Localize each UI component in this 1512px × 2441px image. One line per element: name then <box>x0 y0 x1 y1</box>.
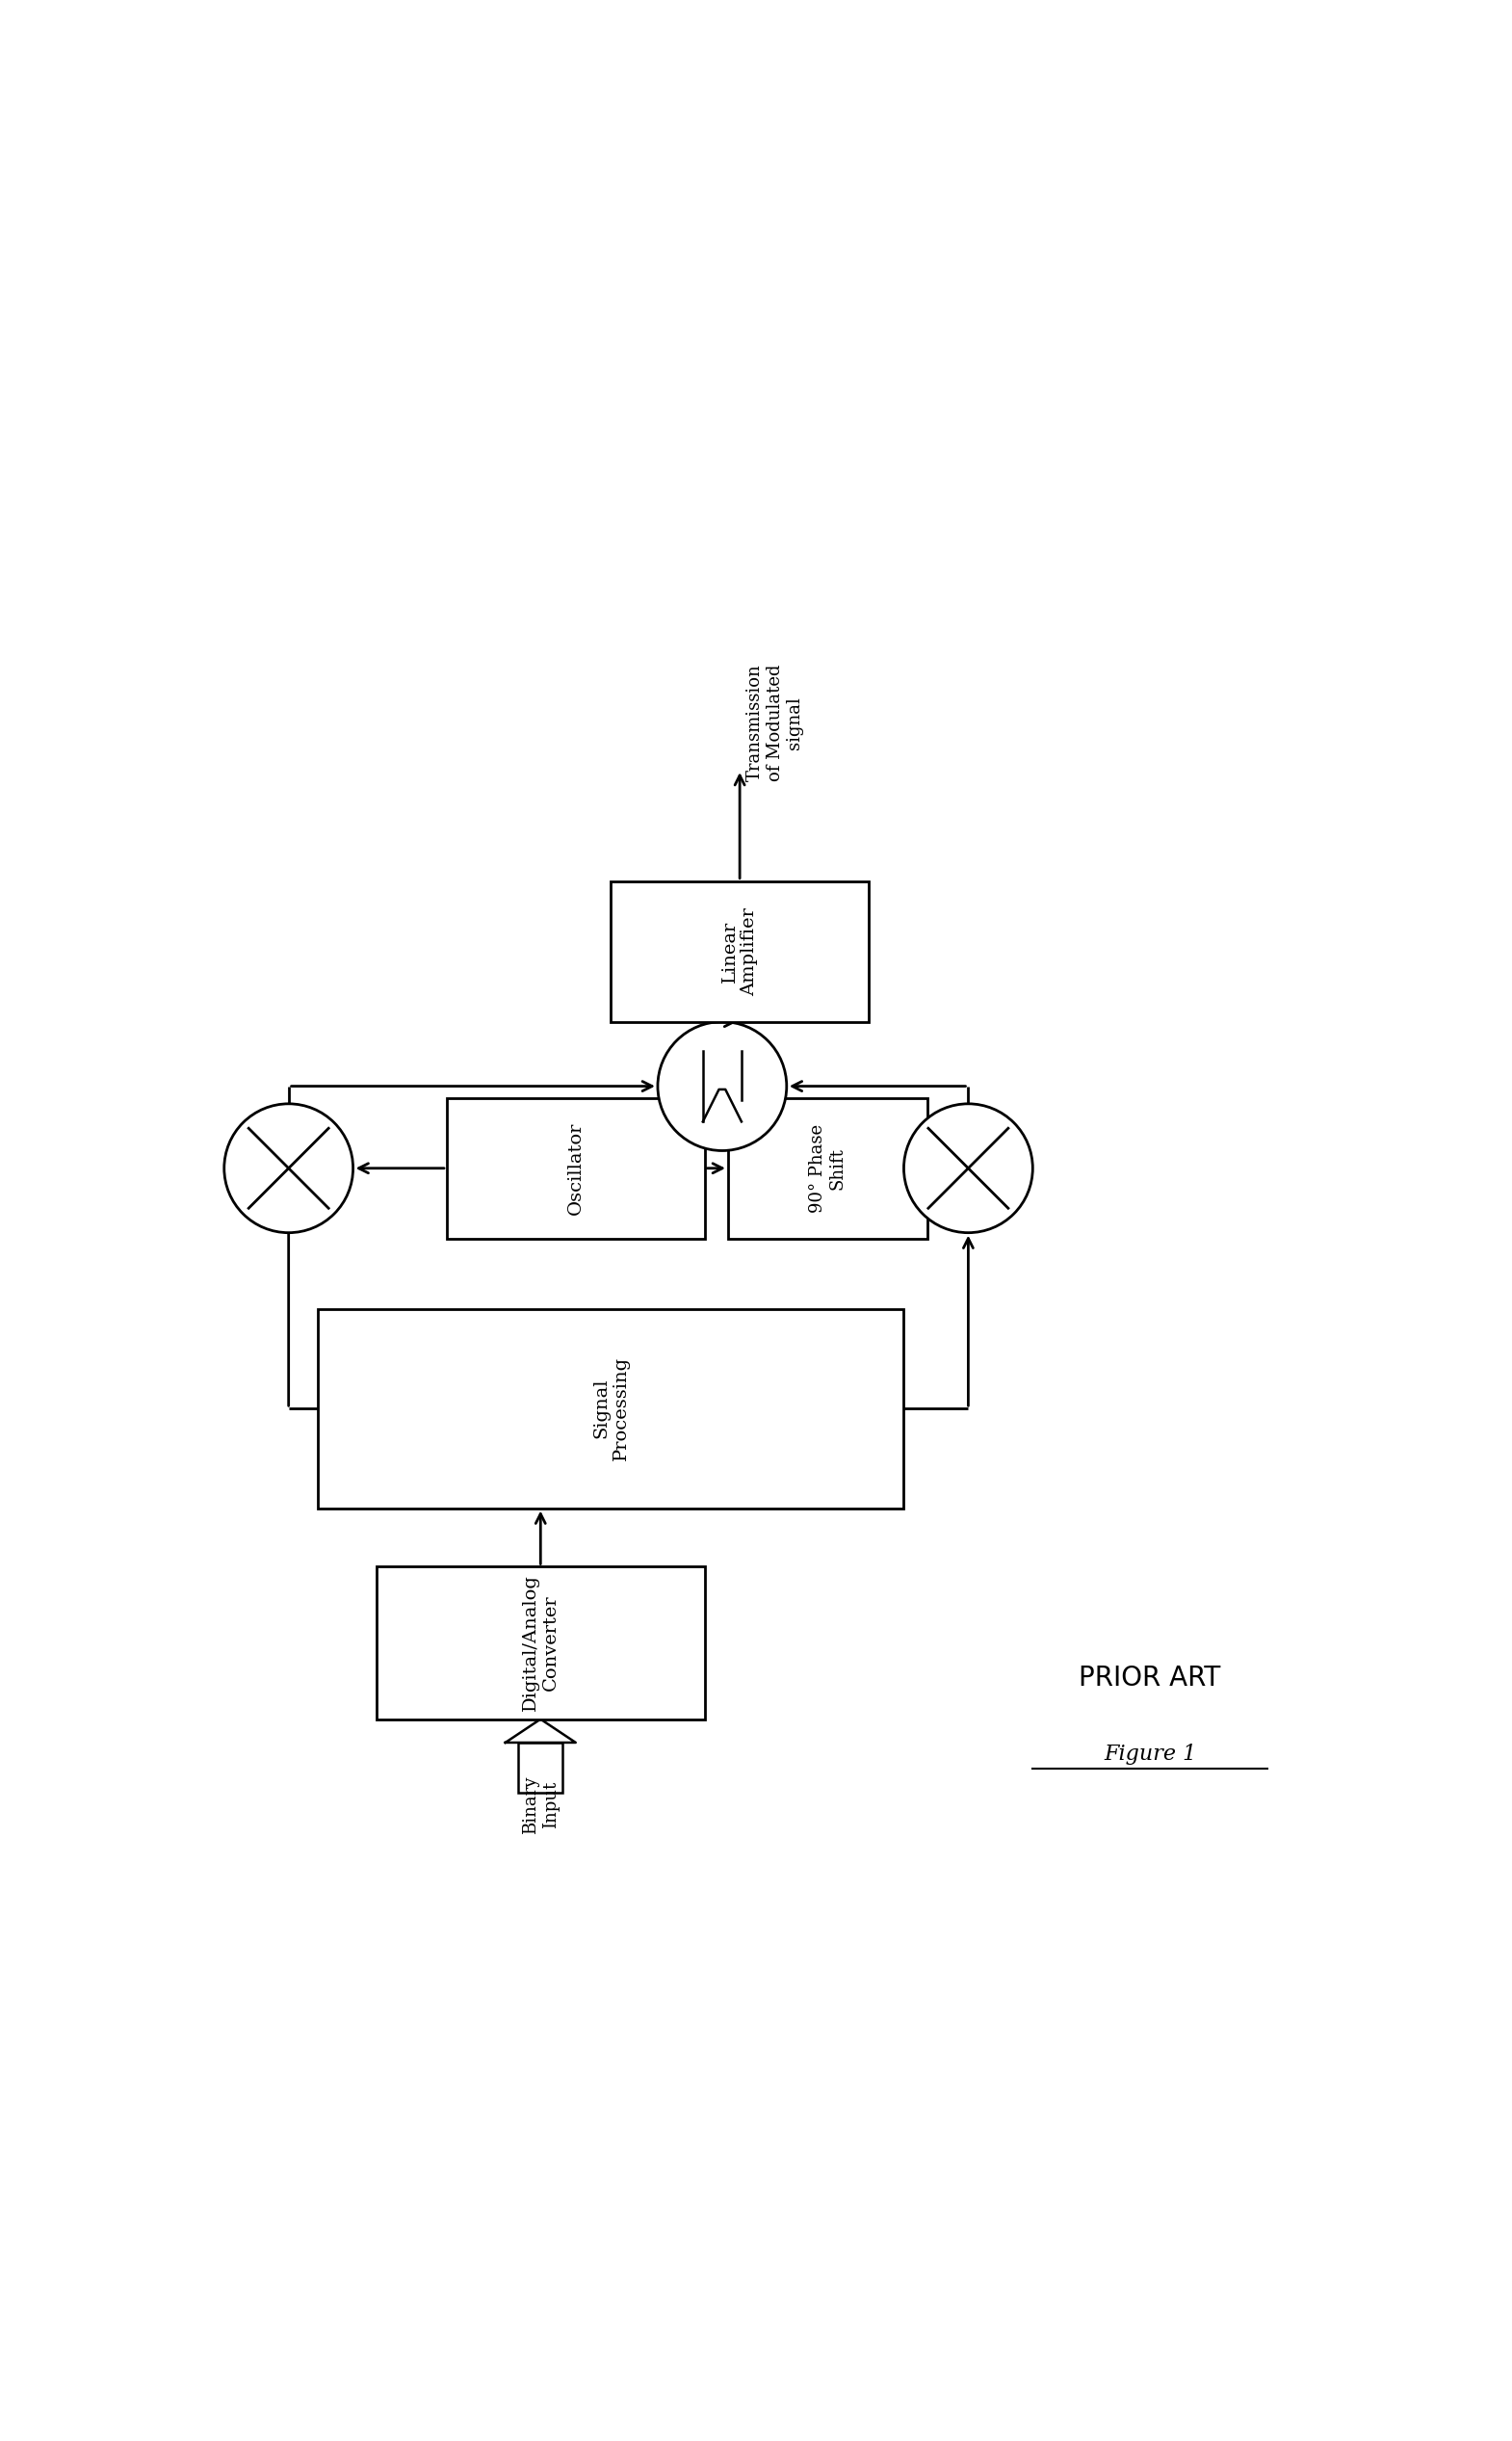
Circle shape <box>658 1023 786 1150</box>
Bar <box>448 1098 705 1238</box>
Bar <box>318 1308 904 1509</box>
Circle shape <box>224 1103 354 1233</box>
Bar <box>519 1743 562 1794</box>
Bar <box>729 1098 927 1238</box>
Bar <box>376 1567 705 1718</box>
Text: PRIOR ART: PRIOR ART <box>1080 1665 1220 1692</box>
Text: Figure 1: Figure 1 <box>1104 1743 1196 1765</box>
Text: Oscillator: Oscillator <box>567 1123 584 1216</box>
Text: Transmission
of Modulated
signal: Transmission of Modulated signal <box>747 664 803 781</box>
Text: Linear
Amplifier: Linear Amplifier <box>721 908 759 996</box>
Text: Digital/Analog
Converter: Digital/Analog Converter <box>522 1574 559 1711</box>
Circle shape <box>904 1103 1033 1233</box>
Text: 90° Phase
Shift: 90° Phase Shift <box>809 1123 847 1213</box>
Text: Signal
Processing: Signal Processing <box>593 1357 629 1460</box>
Bar <box>611 881 868 1023</box>
Text: Binary
Input: Binary Input <box>522 1775 559 1833</box>
